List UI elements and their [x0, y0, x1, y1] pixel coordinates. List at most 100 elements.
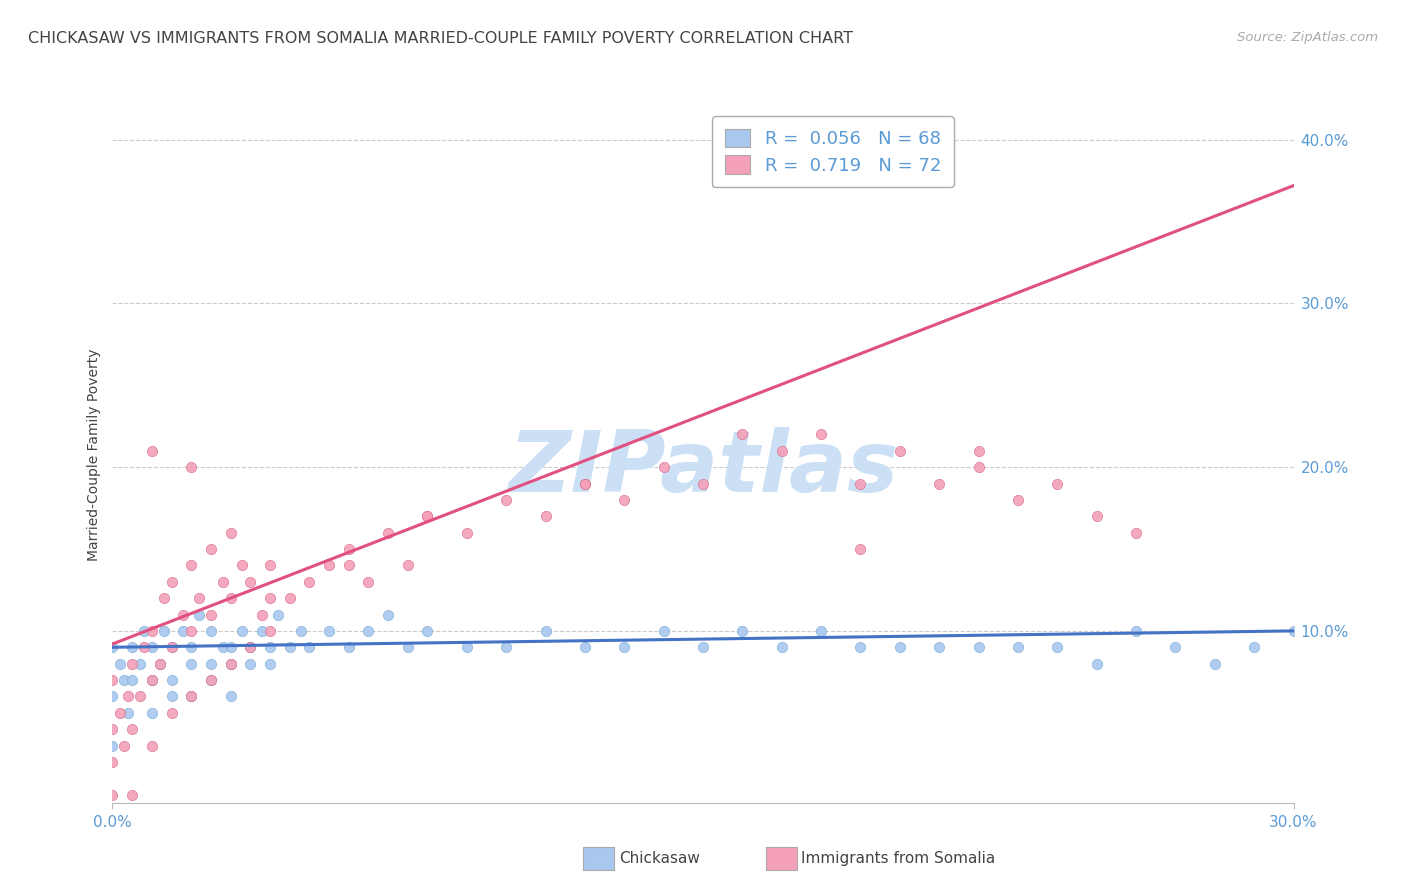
Point	[160, 690, 183, 704]
Point	[278, 591, 301, 606]
Point	[101, 788, 124, 802]
Point	[141, 640, 163, 655]
Point	[200, 657, 222, 671]
Point	[1282, 624, 1305, 638]
Point	[456, 640, 478, 655]
Point	[180, 460, 202, 475]
Point	[132, 640, 155, 655]
Point	[574, 640, 596, 655]
Point	[219, 640, 242, 655]
Point	[298, 640, 321, 655]
Point	[121, 640, 143, 655]
Point	[110, 706, 132, 720]
Point	[456, 525, 478, 540]
Point	[1125, 624, 1147, 638]
Point	[141, 673, 163, 687]
Point	[112, 673, 135, 687]
Point	[172, 607, 194, 622]
Point	[416, 624, 439, 638]
Point	[574, 476, 596, 491]
Point	[1085, 509, 1108, 524]
Point	[141, 739, 163, 753]
Point	[101, 640, 124, 655]
Point	[239, 640, 262, 655]
Point	[357, 624, 380, 638]
Point	[259, 640, 281, 655]
Point	[495, 640, 517, 655]
Point	[534, 624, 557, 638]
Point	[180, 657, 202, 671]
Point	[731, 624, 754, 638]
Point	[278, 640, 301, 655]
Point	[1243, 640, 1265, 655]
Point	[416, 509, 439, 524]
Point	[231, 624, 253, 638]
Point	[112, 739, 135, 753]
Point	[121, 722, 143, 736]
Point	[219, 525, 242, 540]
Point	[219, 690, 242, 704]
Point	[290, 624, 312, 638]
Point	[692, 640, 714, 655]
Point	[200, 542, 222, 557]
Point	[967, 460, 990, 475]
Point	[160, 706, 183, 720]
Point	[849, 476, 872, 491]
Point	[770, 443, 793, 458]
Point	[180, 690, 202, 704]
Point	[180, 624, 202, 638]
Point	[250, 607, 273, 622]
Point	[1046, 476, 1069, 491]
Point	[1204, 657, 1226, 671]
Point	[129, 690, 152, 704]
Point	[141, 624, 163, 638]
Point	[141, 443, 163, 458]
Point	[613, 492, 636, 507]
Point	[101, 673, 124, 687]
Text: CHICKASAW VS IMMIGRANTS FROM SOMALIA MARRIED-COUPLE FAMILY POVERTY CORRELATION C: CHICKASAW VS IMMIGRANTS FROM SOMALIA MAR…	[28, 31, 853, 46]
Point	[928, 640, 950, 655]
Point	[267, 607, 290, 622]
Point	[211, 574, 233, 589]
Point	[160, 673, 183, 687]
Point	[1007, 492, 1029, 507]
Point	[259, 591, 281, 606]
Legend: R =  0.056   N = 68, R =  0.719   N = 72: R = 0.056 N = 68, R = 0.719 N = 72	[713, 116, 953, 187]
Point	[101, 739, 124, 753]
Point	[396, 558, 419, 573]
Point	[110, 657, 132, 671]
Point	[149, 657, 172, 671]
Point	[172, 624, 194, 638]
Text: Chickasaw: Chickasaw	[619, 852, 700, 866]
Point	[160, 640, 183, 655]
Point	[211, 640, 233, 655]
Point	[188, 607, 211, 622]
Point	[250, 624, 273, 638]
Point	[219, 657, 242, 671]
Point	[396, 640, 419, 655]
Point	[219, 657, 242, 671]
Point	[357, 574, 380, 589]
Point	[377, 607, 399, 622]
Point	[180, 558, 202, 573]
Point	[967, 640, 990, 655]
Point	[652, 624, 675, 638]
Point	[101, 690, 124, 704]
Point	[239, 657, 262, 671]
Text: Immigrants from Somalia: Immigrants from Somalia	[801, 852, 995, 866]
Y-axis label: Married-Couple Family Poverty: Married-Couple Family Poverty	[87, 349, 101, 561]
Point	[574, 476, 596, 491]
Point	[928, 476, 950, 491]
Text: ZIPatlas: ZIPatlas	[508, 427, 898, 510]
Point	[180, 640, 202, 655]
Point	[889, 640, 911, 655]
Point	[239, 574, 262, 589]
Point	[1046, 640, 1069, 655]
Point	[200, 673, 222, 687]
Point	[318, 624, 340, 638]
Point	[849, 542, 872, 557]
Point	[770, 640, 793, 655]
Point	[152, 624, 174, 638]
Point	[731, 427, 754, 442]
Point	[495, 492, 517, 507]
